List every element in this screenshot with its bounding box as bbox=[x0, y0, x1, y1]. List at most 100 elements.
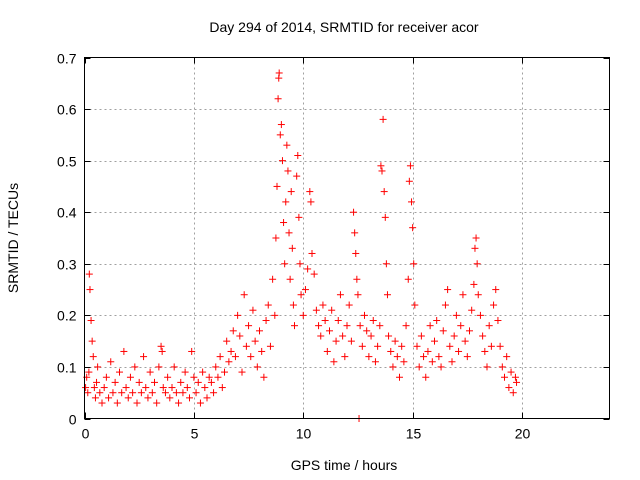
data-point bbox=[473, 260, 481, 268]
data-point bbox=[161, 389, 169, 397]
y-tick-label: 0.2 bbox=[57, 308, 77, 324]
data-point bbox=[107, 358, 115, 366]
data-point bbox=[102, 373, 110, 381]
data-point bbox=[439, 327, 447, 335]
data-point bbox=[457, 322, 465, 330]
data-point bbox=[94, 363, 102, 371]
data-point bbox=[89, 353, 97, 361]
data-point bbox=[358, 342, 366, 350]
y-tick-label: 0 bbox=[69, 412, 77, 428]
data-point bbox=[203, 394, 211, 402]
data-point bbox=[513, 378, 521, 386]
data-point bbox=[137, 389, 145, 397]
data-point bbox=[505, 384, 513, 392]
y-tick-label: 0.3 bbox=[57, 257, 77, 273]
data-point bbox=[227, 347, 235, 355]
data-point bbox=[503, 353, 511, 361]
data-point bbox=[93, 378, 101, 386]
data-point bbox=[264, 301, 272, 309]
data-point bbox=[487, 342, 495, 350]
data-point bbox=[177, 378, 185, 386]
data-point bbox=[256, 327, 263, 335]
data-point bbox=[435, 353, 443, 361]
x-tick-label: 15 bbox=[406, 426, 422, 442]
data-point bbox=[210, 389, 218, 397]
data-point bbox=[452, 311, 460, 319]
data-point bbox=[317, 332, 325, 340]
data-point bbox=[129, 389, 137, 397]
data-point bbox=[307, 198, 315, 206]
data-point bbox=[188, 347, 196, 355]
data-point bbox=[466, 327, 473, 335]
data-point bbox=[374, 342, 382, 350]
data-point bbox=[498, 363, 506, 371]
data-point bbox=[109, 389, 117, 397]
data-point bbox=[474, 291, 482, 299]
data-point bbox=[271, 311, 279, 319]
data-point bbox=[371, 358, 379, 366]
data-point bbox=[142, 384, 150, 392]
data-point bbox=[330, 358, 338, 366]
data-point bbox=[179, 389, 187, 397]
y-tick-label: 0.7 bbox=[57, 51, 77, 67]
data-point bbox=[111, 378, 119, 386]
data-point bbox=[448, 358, 456, 366]
data-point bbox=[411, 301, 419, 309]
data-point bbox=[289, 301, 297, 309]
data-point bbox=[507, 368, 515, 376]
data-point bbox=[96, 389, 104, 397]
plot-frame bbox=[84, 57, 610, 419]
data-point bbox=[100, 384, 108, 392]
data-point bbox=[404, 275, 412, 283]
data-point bbox=[236, 332, 244, 340]
data-point bbox=[410, 260, 418, 268]
data-point bbox=[470, 280, 478, 288]
data-point bbox=[190, 373, 198, 381]
data-point bbox=[116, 368, 123, 376]
data-point bbox=[221, 368, 228, 376]
data-point bbox=[262, 317, 270, 325]
data-point bbox=[278, 157, 286, 165]
data-point bbox=[84, 389, 92, 397]
points-layer bbox=[82, 69, 521, 422]
y-tick-label: 0.6 bbox=[57, 102, 77, 118]
data-point bbox=[201, 384, 209, 392]
data-point bbox=[118, 389, 126, 397]
data-point bbox=[345, 301, 353, 309]
data-point bbox=[124, 394, 132, 402]
data-point bbox=[238, 368, 246, 376]
data-point bbox=[207, 378, 215, 386]
y-axis-title: SRMTID / TECUs bbox=[5, 183, 21, 293]
data-point bbox=[247, 353, 255, 361]
data-point bbox=[511, 373, 519, 381]
data-point bbox=[288, 244, 296, 252]
data-point bbox=[133, 399, 141, 407]
data-point bbox=[350, 208, 358, 216]
data-point bbox=[433, 317, 441, 325]
data-point bbox=[408, 198, 416, 206]
x-axis-title: GPS time / hours bbox=[291, 457, 398, 473]
data-point bbox=[231, 353, 239, 361]
data-point bbox=[98, 399, 106, 407]
data-point bbox=[319, 301, 327, 309]
data-point bbox=[144, 394, 152, 402]
data-point bbox=[382, 260, 390, 268]
grid-layer bbox=[84, 57, 610, 419]
data-point bbox=[229, 327, 237, 335]
data-point bbox=[151, 378, 158, 386]
data-point bbox=[245, 322, 253, 330]
data-point bbox=[328, 306, 336, 314]
data-point bbox=[85, 270, 93, 278]
data-point bbox=[199, 368, 207, 376]
data-point bbox=[234, 311, 242, 319]
data-point bbox=[294, 151, 302, 159]
data-point bbox=[212, 363, 220, 371]
data-point bbox=[496, 342, 504, 350]
data-point bbox=[369, 317, 377, 325]
data-point bbox=[393, 353, 401, 361]
data-point bbox=[354, 291, 362, 299]
data-point bbox=[170, 363, 178, 371]
data-point bbox=[164, 373, 172, 381]
data-point bbox=[299, 311, 307, 319]
data-point bbox=[424, 347, 432, 355]
